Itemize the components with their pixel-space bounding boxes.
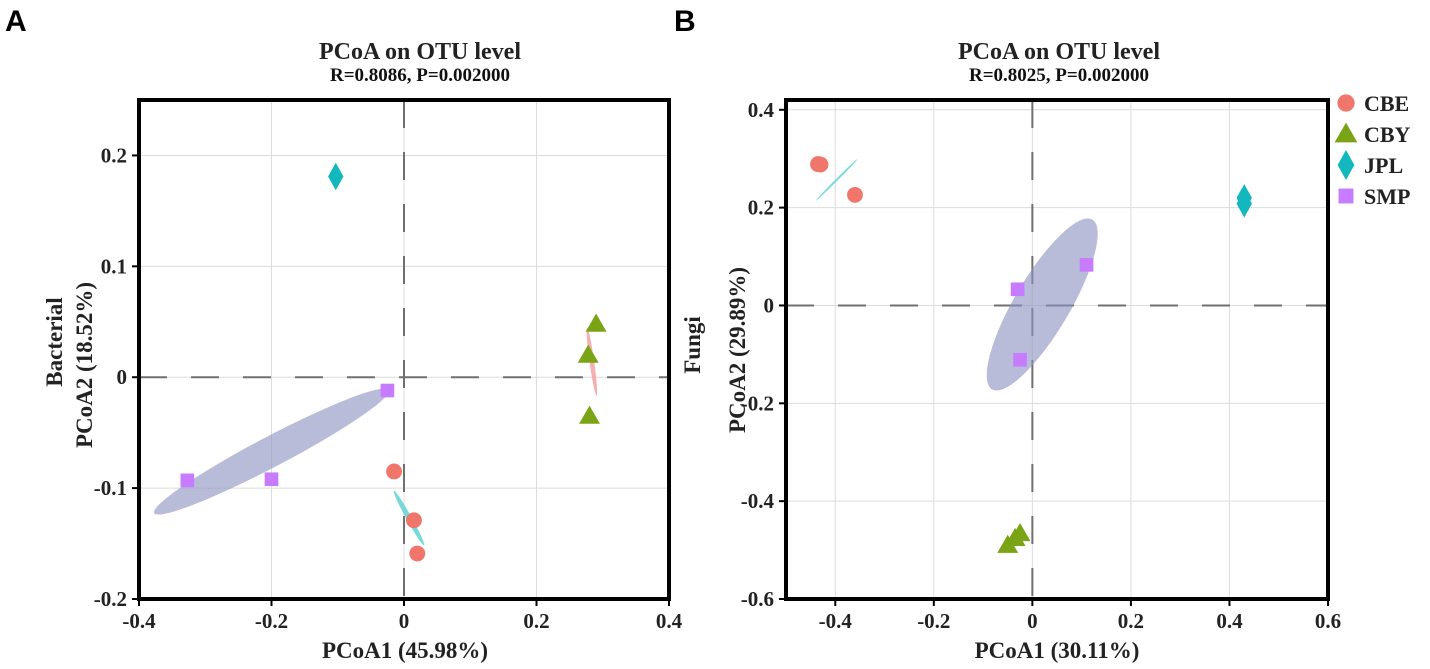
legend-label-smp: SMP [1364, 184, 1410, 209]
legend-marker-jpl [1337, 150, 1355, 180]
legend-label-cbe: CBE [1364, 91, 1409, 116]
panel-a-xtick-label: 0 [399, 609, 410, 633]
legend-marker-cbe [1337, 94, 1355, 112]
panel-b-side-label: Fungi [680, 316, 705, 374]
panel-letter-b: B [674, 5, 696, 38]
panel-a-ellipse-smp [153, 388, 390, 515]
panel-b-point-cby [997, 534, 1019, 553]
panel-a-point-cby [577, 344, 599, 363]
panel-a-point-cby [579, 405, 600, 424]
panel-b-point-smp [1079, 258, 1094, 272]
panel-a-point-cby [585, 313, 607, 332]
panel-a-ytick-label: -0.2 [94, 587, 127, 611]
panel-a-xlabel: PCoA1 (45.98%) [322, 638, 488, 663]
panel-a-point-cbe [409, 545, 426, 562]
panel-a-ytick-label: -0.1 [94, 476, 127, 500]
panel-b-ylabel: PCoA2 (29.89%) [725, 267, 750, 433]
legend-marker-smp [1338, 188, 1354, 204]
panel-b-title: PCoA on OTU level [958, 39, 1160, 65]
legend: CBE CBY JPL SMP [1334, 91, 1411, 209]
panel-b-ytick-label: -0.4 [741, 489, 775, 513]
panel-a-subtitle: R=0.8086, P=0.002000 [330, 65, 510, 86]
panel-a-ytick-label: 0.2 [101, 143, 127, 167]
panel-b-subtitle: R=0.8025, P=0.002000 [969, 65, 1149, 86]
panel-b-ytick-label: 0 [764, 293, 775, 317]
panel-a-point-jpl [328, 162, 344, 191]
panel-a-xtick-label: 0.4 [656, 609, 683, 633]
panel-a-ytick-label: 0 [117, 365, 128, 389]
panel-b-xtick-label: 0 [1027, 609, 1038, 633]
panel-b-ellipse-smp [986, 218, 1098, 391]
panel-b-point-smp [1013, 352, 1027, 367]
panel-a-title: PCoA on OTU level [319, 39, 521, 65]
panel-a-xtick-label: -0.2 [255, 609, 288, 633]
panel-a-side-label: Bacterial [42, 297, 67, 386]
panel-b-point-jpl [1236, 189, 1252, 218]
panel-b-ytick-label: -0.2 [741, 391, 774, 415]
panel-a-xtick-label: 0.2 [523, 609, 549, 633]
panel-b-point-cbe [847, 186, 863, 203]
panel-a-plot: -0.4 -0.2 0 0.2 0.4-0.2-0.100.10.2 [94, 98, 683, 633]
panel-b-xtick-label: 0.6 [1315, 609, 1341, 633]
panel-a-point-cbe [406, 512, 422, 529]
panel-b-xlabel: PCoA1 (30.11%) [975, 638, 1140, 663]
panel-b-xtick-label: -0.2 [917, 609, 950, 633]
panel-b-xtick-label: -0.4 [819, 609, 853, 633]
legend-marker-cby [1334, 122, 1358, 143]
panel-b-point-smp [1010, 282, 1025, 297]
panel-b-xtick-label: 0.2 [1118, 609, 1144, 633]
panel-b-ellipse-cbe [815, 158, 858, 201]
panel-b-ytick-label: 0.2 [748, 196, 774, 220]
legend-label-cby: CBY [1364, 122, 1411, 147]
panel-b-plot: -0.4 -0.2 0 0.2 0.4 0.6 -0.6 -0.4 -0.2 0 0.2 0.4 [741, 98, 1341, 633]
panel-letter-a: A [5, 5, 27, 38]
panel-b-xtick-label: 0.4 [1216, 609, 1243, 633]
panel-b-ytick-label: -0.6 [741, 587, 774, 611]
panel-a-point-smp [380, 383, 395, 398]
legend-label-jpl: JPL [1364, 153, 1403, 178]
panel-a-xtick-label: -0.4 [122, 609, 156, 633]
panel-a-point-cbe [386, 463, 402, 480]
panel-a-point-smp [264, 472, 279, 487]
panel-b-ytick-label: 0.4 [748, 98, 775, 122]
panel-b-frame [784, 98, 1330, 601]
panel-b-point-cbe [812, 156, 829, 173]
panel-a-point-smp [180, 473, 195, 488]
panel-a-ytick-label: 0.1 [101, 254, 127, 278]
panel-a-ylabel: PCoA2 (18.52%) [72, 282, 97, 448]
